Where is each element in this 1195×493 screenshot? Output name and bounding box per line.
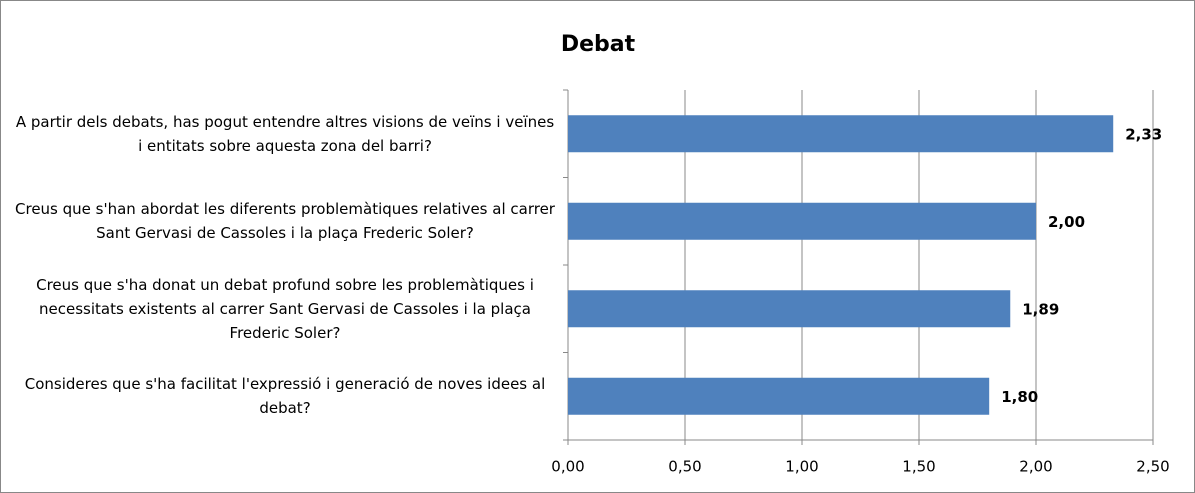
y-tick-label: A partir dels debats, has pogut entendre… (15, 112, 555, 155)
value-label: 2,00 (1048, 213, 1085, 231)
bar (568, 377, 990, 415)
x-tick-label: 2,00 (1019, 458, 1052, 476)
y-tick-label: Consideres que s'ha facilitat l'expressi… (24, 375, 546, 418)
x-tick-label: 1,50 (902, 458, 935, 476)
bar (568, 115, 1114, 153)
value-label: 1,89 (1022, 300, 1059, 318)
x-tick-label: 0,50 (668, 458, 701, 476)
value-label: 1,80 (1001, 388, 1038, 406)
value-label: 2,33 (1125, 125, 1162, 143)
y-tick-label: Creus que s'ha donat un debat profund so… (36, 275, 534, 342)
x-tick-label: 1,00 (785, 458, 818, 476)
bar (568, 202, 1036, 240)
x-tick-label: 0,00 (551, 458, 584, 476)
x-tick-label: 2,50 (1136, 458, 1169, 476)
bar (568, 290, 1011, 328)
chart-title: Debat (561, 32, 636, 57)
y-tick-label: Creus que s'han abordat les diferents pr… (15, 200, 555, 243)
